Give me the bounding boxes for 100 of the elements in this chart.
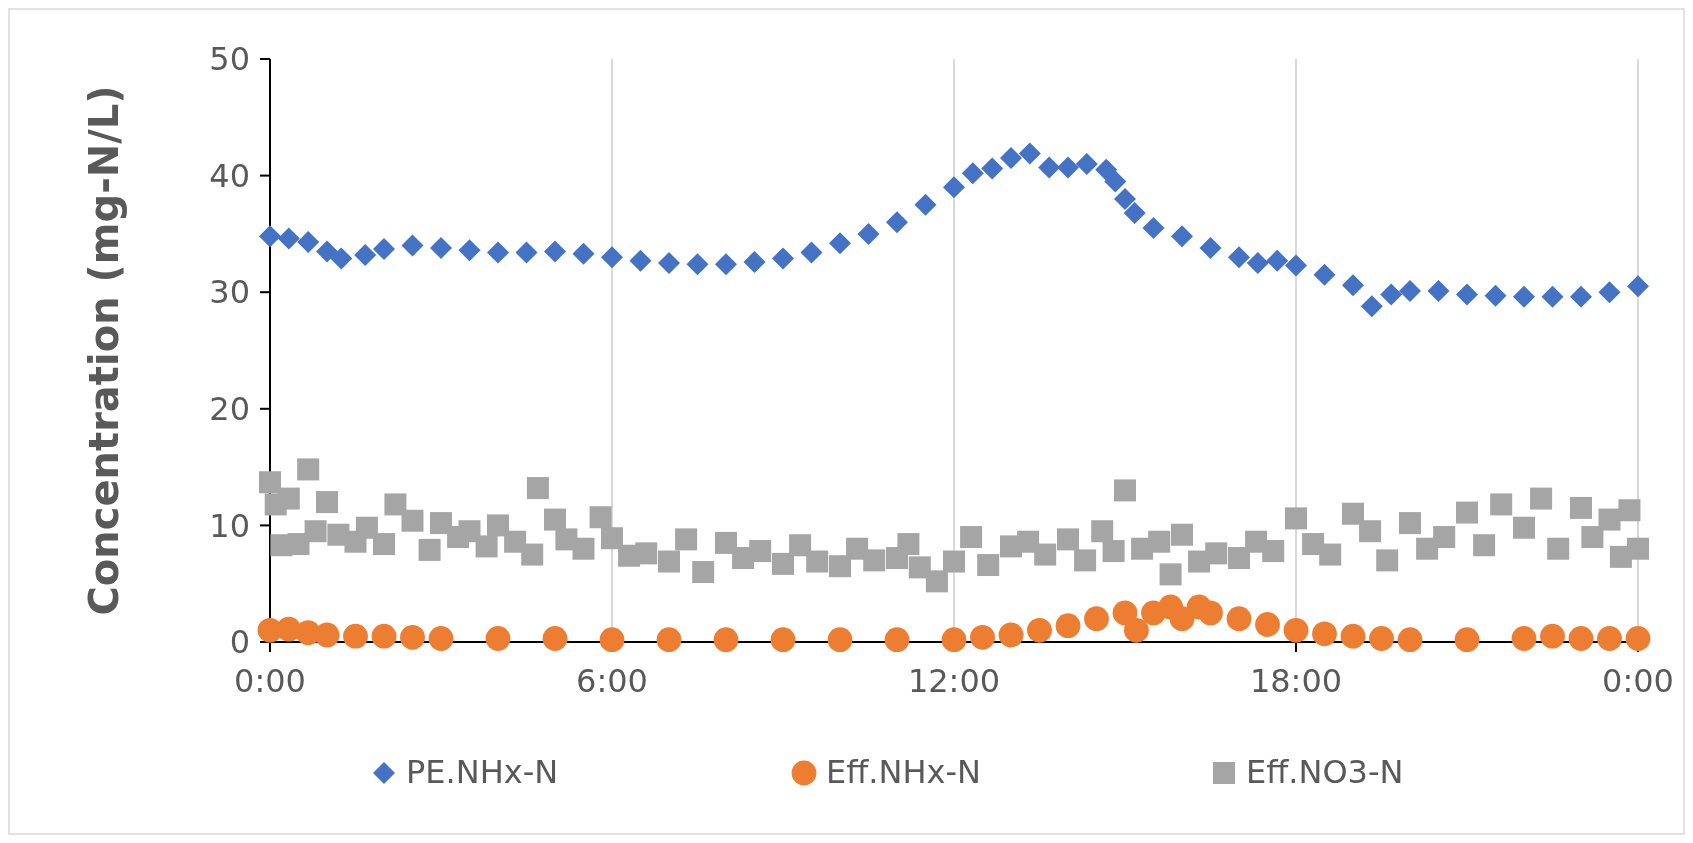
point bbox=[1313, 263, 1336, 286]
point bbox=[1598, 281, 1621, 304]
point bbox=[316, 240, 338, 263]
point bbox=[1312, 621, 1337, 647]
y-tick-label: 30 bbox=[209, 273, 250, 312]
point bbox=[1246, 252, 1269, 275]
point bbox=[1000, 147, 1022, 170]
point bbox=[1266, 249, 1289, 272]
y-tick-label: 0 bbox=[229, 623, 250, 662]
point bbox=[857, 222, 880, 245]
point bbox=[1369, 626, 1394, 651]
point bbox=[800, 241, 823, 264]
point bbox=[1142, 217, 1165, 240]
point bbox=[1038, 156, 1061, 179]
point bbox=[544, 240, 566, 263]
x-tick-label: 0:00 bbox=[1602, 662, 1674, 700]
point bbox=[1228, 246, 1250, 269]
point bbox=[1456, 283, 1478, 306]
point bbox=[1540, 623, 1565, 649]
point bbox=[1075, 152, 1098, 175]
point bbox=[1018, 142, 1041, 165]
point bbox=[1454, 627, 1480, 653]
point bbox=[515, 241, 538, 264]
point bbox=[1625, 626, 1651, 651]
point bbox=[998, 622, 1024, 648]
point bbox=[1123, 617, 1149, 643]
point bbox=[656, 627, 682, 653]
point bbox=[297, 231, 320, 254]
point bbox=[1597, 626, 1622, 651]
point bbox=[1541, 285, 1564, 308]
point bbox=[884, 627, 910, 653]
point bbox=[1484, 284, 1507, 307]
point bbox=[277, 227, 300, 250]
point bbox=[829, 232, 851, 255]
point bbox=[1027, 617, 1052, 643]
point bbox=[1114, 187, 1136, 210]
point bbox=[458, 239, 481, 262]
point bbox=[428, 626, 454, 651]
point bbox=[1511, 626, 1537, 651]
point bbox=[354, 243, 377, 266]
point bbox=[1627, 275, 1649, 298]
point bbox=[914, 193, 937, 216]
point bbox=[371, 623, 397, 649]
point bbox=[961, 162, 984, 185]
point bbox=[1226, 606, 1252, 632]
point bbox=[1199, 236, 1222, 259]
point bbox=[1342, 274, 1364, 297]
point bbox=[1570, 285, 1592, 308]
legend-label: PE.NHx-N bbox=[406, 753, 559, 791]
point bbox=[1340, 623, 1366, 649]
point bbox=[772, 247, 794, 270]
y-tick-label: 20 bbox=[209, 390, 250, 428]
point bbox=[1104, 170, 1127, 193]
point bbox=[743, 250, 766, 273]
point bbox=[827, 627, 853, 653]
point bbox=[1095, 158, 1118, 181]
point bbox=[599, 627, 625, 653]
x-tick-label: 18:00 bbox=[1249, 662, 1343, 700]
point bbox=[1055, 613, 1081, 639]
point bbox=[1427, 280, 1450, 303]
point bbox=[1513, 285, 1535, 308]
point bbox=[330, 247, 353, 270]
point bbox=[970, 624, 995, 650]
y-tick-label: 40 bbox=[209, 156, 250, 195]
point bbox=[1397, 627, 1423, 653]
point bbox=[259, 225, 281, 248]
legend-label: Eff.NHx-N bbox=[826, 753, 981, 791]
point bbox=[943, 176, 965, 199]
point bbox=[658, 252, 680, 275]
point bbox=[430, 236, 452, 259]
point bbox=[1255, 612, 1280, 637]
point bbox=[400, 624, 425, 650]
point bbox=[1112, 600, 1138, 626]
point bbox=[485, 626, 511, 651]
point bbox=[1169, 606, 1195, 632]
point bbox=[1568, 626, 1594, 651]
y-tick-label: 50 bbox=[209, 40, 250, 79]
point bbox=[542, 626, 568, 651]
legend-label: Eff.NO3-N bbox=[1246, 753, 1404, 791]
point bbox=[1084, 606, 1109, 632]
x-tick-label: 12:00 bbox=[907, 662, 1001, 700]
point bbox=[770, 627, 796, 653]
point bbox=[1360, 295, 1383, 318]
point bbox=[572, 242, 595, 265]
y-axis-title: Concentration (mg-N/L) bbox=[81, 85, 127, 616]
point bbox=[1380, 283, 1403, 306]
point bbox=[401, 234, 424, 257]
point bbox=[629, 249, 652, 272]
point bbox=[715, 253, 737, 276]
x-tick-label: 0:00 bbox=[234, 662, 306, 700]
point bbox=[1123, 201, 1146, 224]
x-tick-label: 6:00 bbox=[576, 662, 648, 700]
point bbox=[1057, 156, 1079, 179]
point bbox=[981, 157, 1004, 180]
point bbox=[1171, 225, 1193, 248]
point bbox=[487, 241, 509, 264]
point bbox=[314, 622, 340, 648]
point bbox=[713, 627, 739, 653]
point bbox=[1399, 280, 1421, 303]
y-tick-label: 10 bbox=[209, 506, 250, 545]
